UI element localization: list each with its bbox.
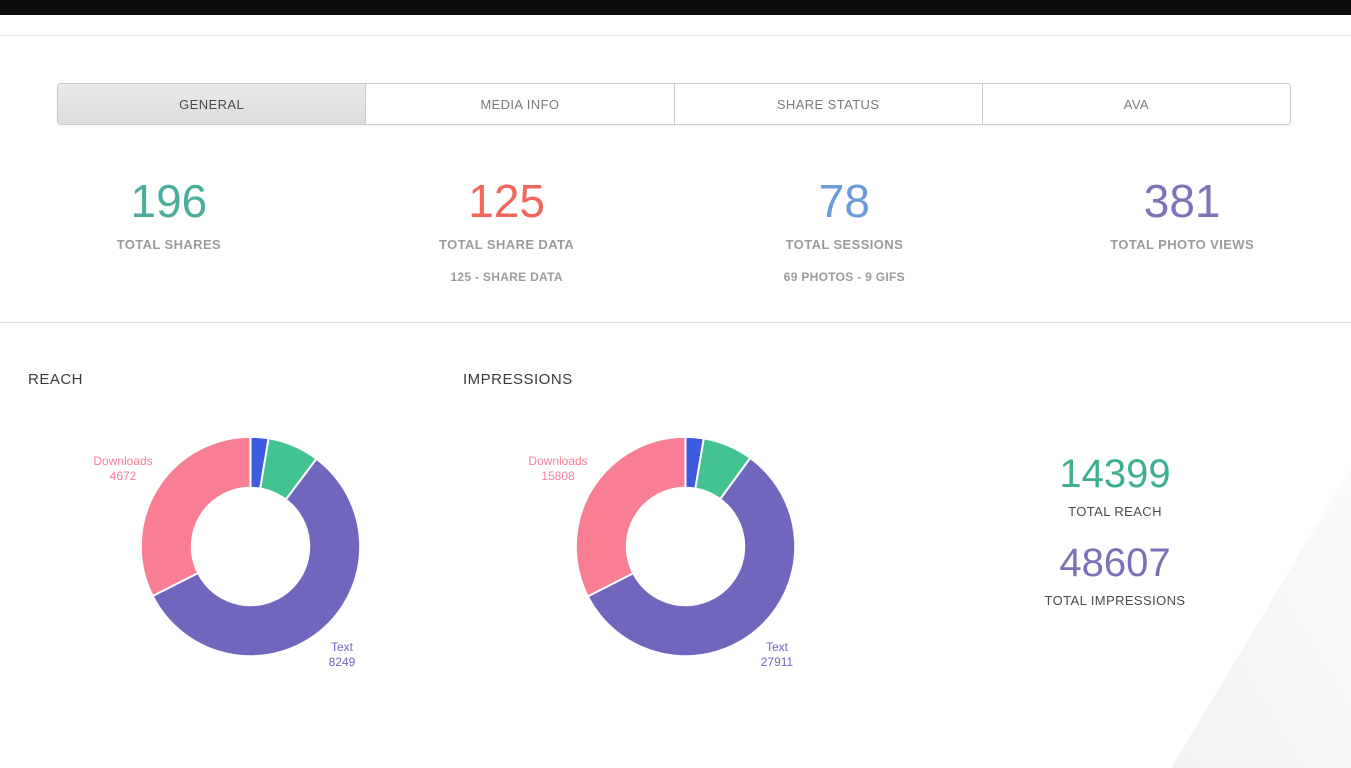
- stat-total-shares: 196 TOTAL SHARES: [0, 176, 338, 284]
- reach-section-title: REACH: [28, 371, 84, 388]
- totals-panel: 14399 TOTAL REACH 48607 TOTAL IMPRESSION…: [1020, 452, 1210, 630]
- stat-value: 78: [818, 175, 870, 227]
- stat-sub: [1013, 270, 1351, 284]
- stat-total-photo-views: 381 TOTAL PHOTO VIEWS: [1013, 176, 1351, 284]
- callout-value: 4672: [109, 469, 137, 483]
- stat-sub: 69 PHOTOS - 9 GIFS: [783, 269, 905, 284]
- callout-value: 27911: [760, 655, 794, 669]
- stat-sub: [0, 270, 338, 284]
- stat-value: 381: [1143, 175, 1221, 227]
- reach-text-callout: Text 8249: [277, 640, 407, 670]
- top-bar: [0, 0, 1351, 15]
- tab-media-info[interactable]: MEDIA INFO: [366, 84, 675, 124]
- stat-value: 125: [468, 175, 545, 227]
- stat-sub: 125 - SHARE DATA: [450, 269, 563, 284]
- stat-label: TOTAL SESSIONS: [785, 236, 904, 252]
- stat-value: 196: [130, 175, 208, 227]
- callout-label: Downloads: [528, 454, 588, 468]
- impressions-section-title: IMPRESSIONS: [463, 371, 573, 388]
- impressions-text-callout: Text 27911: [712, 640, 842, 670]
- header-divider: [0, 35, 1351, 36]
- tab-general[interactable]: GENERAL: [58, 84, 367, 124]
- stat-label: TOTAL PHOTO VIEWS: [1110, 236, 1255, 252]
- tab-share-status[interactable]: SHARE STATUS: [674, 84, 983, 124]
- total-impressions-value: 48607: [1059, 541, 1171, 585]
- tab-bar: GENERAL MEDIA INFO SHARE STATUS AVA: [57, 83, 1291, 125]
- impressions-donut-chart[interactable]: [568, 429, 803, 664]
- stat-total-sessions: 78 TOTAL SESSIONS 69 PHOTOS - 9 GIFS: [676, 176, 1014, 284]
- callout-label: Text: [765, 640, 788, 654]
- stat-label: TOTAL SHARES: [116, 236, 222, 252]
- impressions-downloads-callout: Downloads 15808: [493, 454, 623, 484]
- section-divider: [0, 322, 1351, 323]
- callout-value: 8249: [328, 655, 356, 669]
- impressions-chart-area: Downloads 15808 Text 27911: [520, 424, 840, 676]
- stat-total-share-data: 125 TOTAL SHARE DATA 125 - SHARE DATA: [338, 176, 676, 284]
- stat-label: TOTAL SHARE DATA: [439, 236, 575, 252]
- total-reach-label: TOTAL REACH: [1068, 504, 1162, 519]
- stats-row: 196 TOTAL SHARES 125 TOTAL SHARE DATA 12…: [0, 176, 1351, 284]
- total-reach-value: 14399: [1059, 452, 1171, 496]
- callout-label: Text: [330, 640, 353, 654]
- total-impressions-label: TOTAL IMPRESSIONS: [1044, 593, 1186, 608]
- callout-label: Downloads: [93, 454, 153, 468]
- reach-downloads-callout: Downloads 4672: [58, 454, 188, 484]
- reach-donut-chart[interactable]: [133, 429, 368, 664]
- reach-chart-area: Downloads 4672 Text 8249: [85, 424, 405, 676]
- callout-value: 15808: [541, 469, 575, 483]
- tab-ava[interactable]: AVA: [982, 84, 1290, 124]
